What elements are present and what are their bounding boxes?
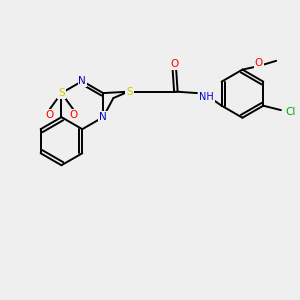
Text: S: S [58,88,65,98]
Text: Cl: Cl [285,106,296,117]
Text: O: O [69,110,77,119]
Text: O: O [170,59,178,69]
Text: NH: NH [199,92,214,102]
Text: N: N [78,76,86,86]
Text: O: O [46,110,54,119]
Text: O: O [254,58,263,68]
Text: S: S [126,87,133,97]
Text: N: N [99,112,107,122]
